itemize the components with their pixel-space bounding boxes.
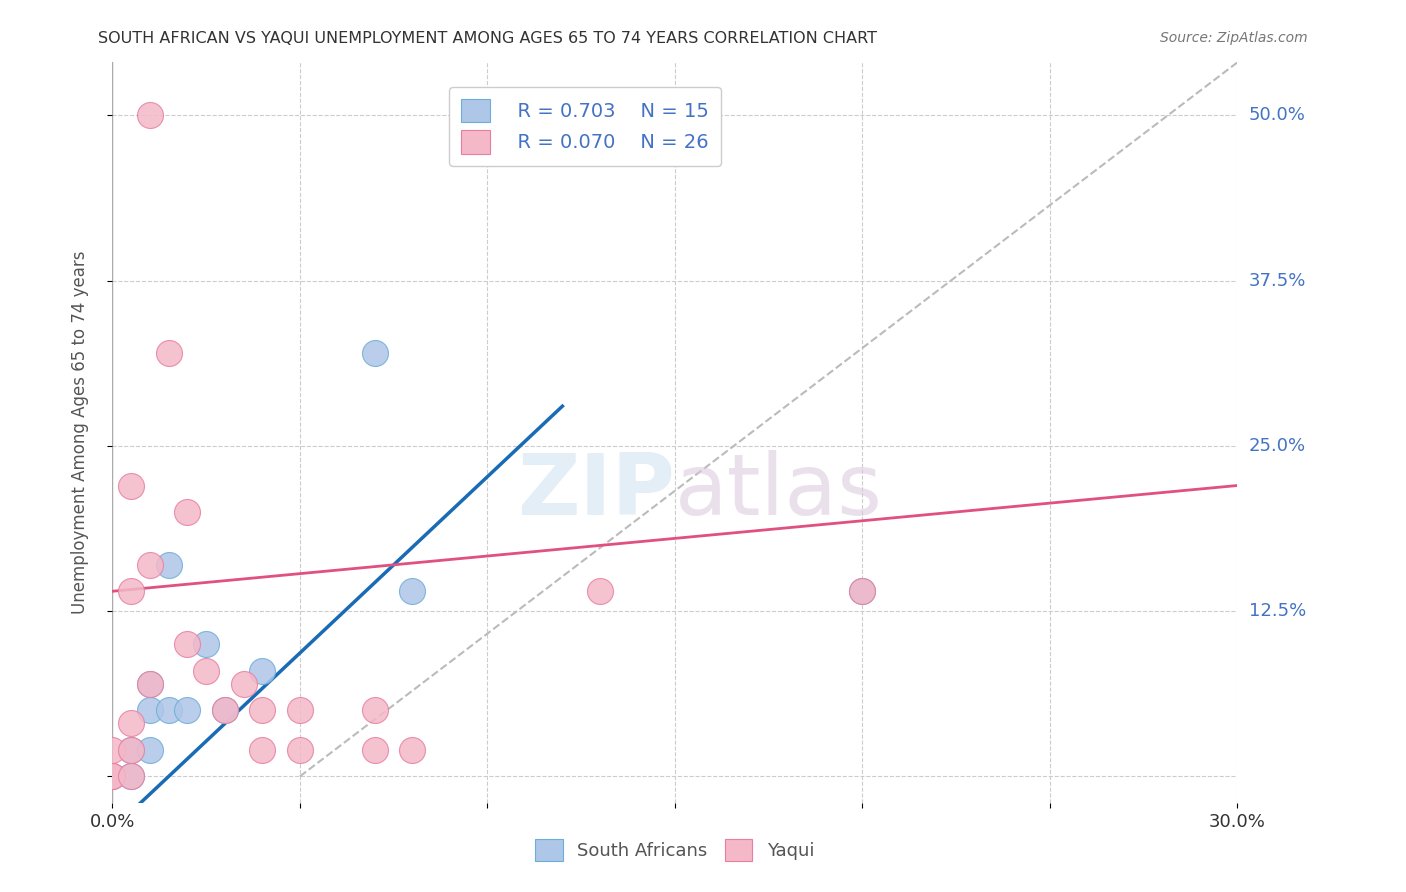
Legend: South Africans, Yaqui: South Africans, Yaqui xyxy=(529,831,821,868)
Text: 25.0%: 25.0% xyxy=(1249,437,1306,455)
Point xyxy=(851,584,873,599)
Point xyxy=(139,677,162,691)
Point xyxy=(120,716,142,731)
Point xyxy=(252,664,274,678)
Point xyxy=(195,637,218,651)
Point xyxy=(589,584,612,599)
Point xyxy=(101,769,124,783)
Text: ZIP: ZIP xyxy=(517,450,675,533)
Point xyxy=(101,769,124,783)
Point xyxy=(176,637,198,651)
Point xyxy=(364,743,387,757)
Text: 12.5%: 12.5% xyxy=(1249,602,1306,620)
Text: atlas: atlas xyxy=(675,450,883,533)
Point xyxy=(288,703,311,717)
Point xyxy=(101,743,124,757)
Point xyxy=(401,743,423,757)
Point xyxy=(139,677,162,691)
Text: Source: ZipAtlas.com: Source: ZipAtlas.com xyxy=(1160,31,1308,45)
Point xyxy=(176,505,198,519)
Point xyxy=(176,703,198,717)
Point xyxy=(120,769,142,783)
Point xyxy=(288,743,311,757)
Point xyxy=(401,584,423,599)
Point xyxy=(157,703,180,717)
Point xyxy=(157,558,180,572)
Point xyxy=(214,703,236,717)
Text: SOUTH AFRICAN VS YAQUI UNEMPLOYMENT AMONG AGES 65 TO 74 YEARS CORRELATION CHART: SOUTH AFRICAN VS YAQUI UNEMPLOYMENT AMON… xyxy=(98,31,877,46)
Text: 50.0%: 50.0% xyxy=(1249,106,1305,124)
Point xyxy=(851,584,873,599)
Point xyxy=(364,703,387,717)
Point xyxy=(252,743,274,757)
Point xyxy=(120,769,142,783)
Point xyxy=(195,664,218,678)
Point xyxy=(139,743,162,757)
Point xyxy=(139,558,162,572)
Y-axis label: Unemployment Among Ages 65 to 74 years: Unemployment Among Ages 65 to 74 years xyxy=(70,251,89,615)
Point xyxy=(214,703,236,717)
Point xyxy=(120,743,142,757)
Point xyxy=(139,108,162,122)
Point xyxy=(120,743,142,757)
Point xyxy=(157,346,180,360)
Point xyxy=(364,346,387,360)
Text: 37.5%: 37.5% xyxy=(1249,271,1306,290)
Point xyxy=(232,677,254,691)
Point xyxy=(101,769,124,783)
Point xyxy=(139,703,162,717)
Point xyxy=(120,478,142,492)
Point xyxy=(252,703,274,717)
Point xyxy=(120,584,142,599)
